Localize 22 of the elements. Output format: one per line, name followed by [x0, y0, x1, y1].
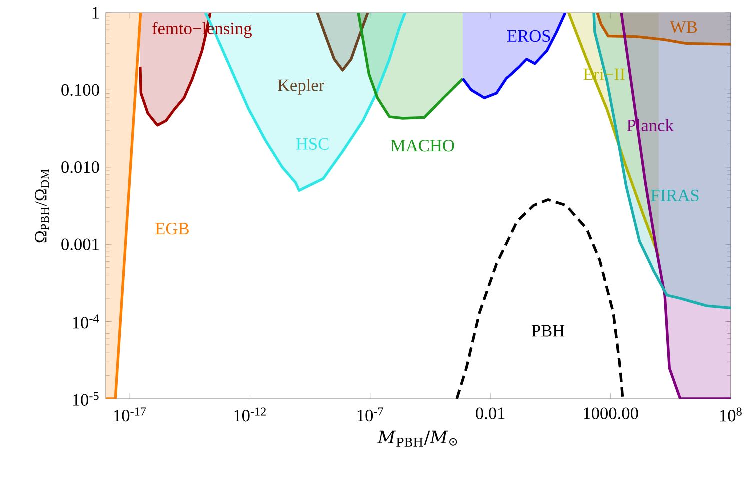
y-tick-label: 10$^{-5}$ [73, 392, 99, 406]
annotation: MACHO [390, 140, 454, 152]
annotation: HSC [296, 138, 329, 150]
y-tick-label: 10$^{-4}$ [73, 314, 100, 329]
y-tick-label: 0.001 [62, 238, 99, 250]
annotation: EGB [156, 223, 189, 235]
x-tick-label: 0.01 [476, 408, 505, 420]
annotation: FIRAS [651, 190, 699, 202]
y-tick-label: 1 [92, 7, 99, 19]
annotation: PBH [532, 325, 565, 337]
annotation: Kepler [278, 79, 324, 95]
x-tick-label: 10$^{8}$ [720, 408, 742, 422]
y-tick-label: 0.100 [62, 84, 100, 96]
x-tick-label: 10$^{-12}$ [234, 408, 266, 422]
y-axis-title: Ω$_{PBH}$/Ω$_{DM}$ [35, 169, 50, 243]
y-tick-label: 0.010 [62, 162, 100, 174]
x-tick-label: 10$^{-17}$ [114, 408, 146, 422]
x-tick-label: 1000.00 [584, 408, 638, 420]
x-axis-title: M$_{PBH}$/M$_{⊙}$ [378, 430, 458, 447]
x-tick-label: 10$^{-7}$ [358, 408, 384, 422]
annotation: WB [670, 22, 698, 34]
annotation: EROS [507, 30, 550, 42]
